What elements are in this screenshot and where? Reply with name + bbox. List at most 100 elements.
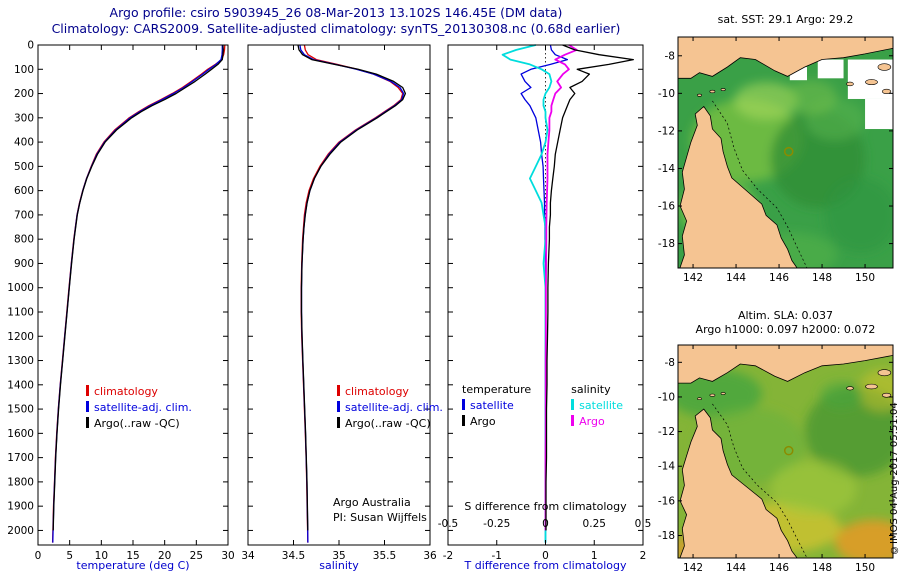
svg-text:1: 1 (591, 550, 598, 562)
legend-label: satellite (579, 399, 623, 412)
svg-text:5: 5 (66, 550, 73, 562)
svg-text:35.5: 35.5 (373, 550, 396, 562)
svg-text:0: 0 (542, 518, 549, 530)
svg-text:148: 148 (812, 562, 832, 574)
legend-label: Argo (579, 415, 605, 428)
svg-text:1600: 1600 (7, 428, 34, 440)
legend-item-climatology: climatology (86, 384, 192, 400)
svg-text:0: 0 (27, 40, 34, 52)
sst-map: 142 144 146 148 150 -8 -10 -12 -14 -16 -18 (658, 36, 894, 284)
legend-label: Argo(..raw -QC) (345, 417, 431, 430)
figure-subtitle: Climatology: CARS2009. Satellite-adjuste… (51, 21, 621, 36)
svg-text:150: 150 (855, 272, 875, 284)
svg-text:-14: -14 (658, 163, 675, 175)
svg-text:1300: 1300 (7, 355, 34, 367)
svg-text:500: 500 (14, 161, 34, 173)
svg-text:1500: 1500 (7, 404, 34, 416)
svg-text:148: 148 (812, 272, 832, 284)
svg-text:300: 300 (14, 112, 34, 124)
svg-text:146: 146 (769, 562, 789, 574)
legend-item-s-satellite: satellite (571, 398, 623, 414)
salinity-legend-header: salinity (571, 383, 611, 396)
legend-item-climatology: climatology (337, 384, 443, 400)
svg-text:-18: -18 (658, 530, 675, 542)
svg-text:2000: 2000 (7, 525, 34, 537)
legend-item-satellite-clim: satellite-adj. clim. (86, 400, 192, 416)
svg-text:800: 800 (14, 234, 34, 246)
svg-text:1400: 1400 (7, 379, 34, 391)
sst-map-title: sat. SST: 29.1 Argo: 29.2 (717, 13, 854, 26)
svg-text:0.25: 0.25 (583, 518, 606, 530)
svg-text:15: 15 (126, 550, 139, 562)
svg-text:-10: -10 (658, 88, 675, 100)
svg-text:-16: -16 (658, 201, 675, 213)
svg-text:20: 20 (158, 550, 171, 562)
svg-text:-0.25: -0.25 (483, 518, 510, 530)
svg-text:25: 25 (190, 550, 203, 562)
t-difference-axis-label: T difference from climatology (464, 559, 627, 572)
s-difference-axis-label: S difference from climatology (464, 500, 627, 513)
legend-item-s-argo: Argo (571, 414, 623, 430)
argo-australia-note: Argo Australia (333, 496, 411, 509)
satellite-clim-line-swatch (337, 401, 340, 412)
svg-text:1800: 1800 (7, 476, 34, 488)
salinity-panel: 34 34.5 35 35.5 36 (241, 44, 437, 562)
svg-text:0: 0 (542, 550, 549, 562)
legend-label: Argo(..raw -QC) (94, 417, 180, 430)
svg-text:-8: -8 (665, 50, 675, 62)
sla-map-title-line2: Argo h1000: 0.097 h2000: 0.072 (695, 323, 876, 336)
svg-text:1200: 1200 (7, 331, 34, 343)
svg-text:2: 2 (640, 550, 647, 562)
svg-text:142: 142 (683, 272, 703, 284)
difference-legend-temperature-column: temperature satellite Argo (462, 382, 531, 430)
salinity-legend: climatology satellite-adj. clim. Argo(..… (337, 384, 443, 432)
difference-legend: temperature satellite Argo salinity sate… (462, 382, 623, 430)
svg-text:35: 35 (332, 550, 345, 562)
svg-text:36: 36 (423, 550, 437, 562)
svg-text:-2: -2 (443, 550, 453, 562)
legend-label: Argo (470, 415, 496, 428)
legend-item-argo: Argo(..raw -QC) (86, 416, 192, 432)
t-argo-line-swatch (462, 415, 465, 426)
s-argo-line-swatch (571, 415, 575, 426)
temperature-panel: 0 5 10 15 20 25 300100200300400500600700800900… (7, 40, 234, 563)
svg-text:1900: 1900 (7, 501, 34, 513)
legend-label: climatology (94, 385, 158, 398)
t-satellite-line-swatch (462, 399, 465, 410)
svg-text:1000: 1000 (7, 282, 34, 294)
svg-text:-16: -16 (658, 495, 675, 507)
svg-text:10: 10 (95, 550, 108, 562)
figure-title: Argo profile: csiro 5903945_26 08-Mar-20… (109, 5, 563, 20)
legend-item-t-argo: Argo (462, 414, 531, 430)
imos-watermark: ©IMOS 04-Aug-2017 05:51:04 (889, 402, 900, 555)
pi-note: PI: Susan Wijffels (333, 511, 427, 524)
sla-map-title-line1: Altim. SLA: 0.037 (737, 309, 834, 322)
svg-text:700: 700 (14, 209, 34, 221)
climatology-line-swatch (337, 385, 340, 396)
legend-label: satellite-adj. clim. (94, 401, 192, 414)
legend-item-t-satellite: satellite (462, 398, 531, 414)
s-satellite-line-swatch (571, 399, 575, 410)
argo-line-swatch (337, 417, 340, 428)
svg-text:142: 142 (683, 562, 703, 574)
svg-text:-10: -10 (658, 391, 675, 403)
legend-item-satellite-clim: satellite-adj. clim. (337, 400, 443, 416)
svg-text:600: 600 (14, 185, 34, 197)
argo-line-swatch (86, 417, 89, 428)
svg-text:-1: -1 (492, 550, 502, 562)
svg-text:-14: -14 (658, 461, 675, 473)
svg-text:144: 144 (726, 272, 746, 284)
svg-text:-12: -12 (658, 426, 675, 438)
temperature-axis-label: temperature (deg C) (76, 559, 190, 572)
temperature-legend: climatology satellite-adj. clim. Argo(..… (86, 384, 192, 432)
svg-text:34: 34 (241, 550, 255, 562)
salinity-axis-label: salinity (319, 559, 359, 572)
svg-text:100: 100 (14, 64, 34, 76)
difference-panel: -0.5 -0.25 0 0.25 0.5-2 -1 0 1 2 (438, 44, 651, 562)
svg-text:0: 0 (35, 550, 42, 562)
svg-text:-8: -8 (665, 357, 675, 369)
svg-text:34.5: 34.5 (282, 550, 305, 562)
temperature-legend-header: temperature (462, 383, 532, 396)
